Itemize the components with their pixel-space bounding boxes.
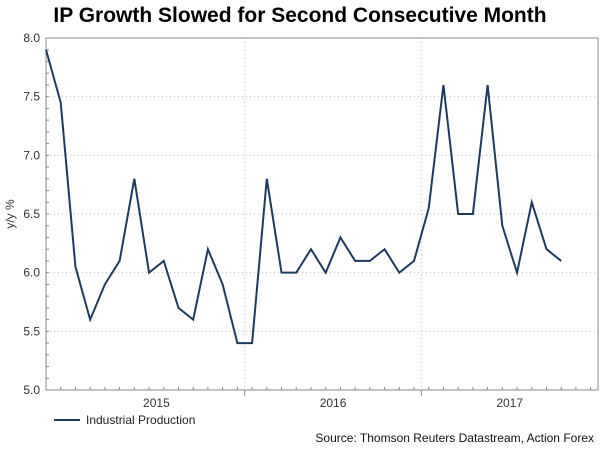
y-tick-label: 5.0 xyxy=(23,383,40,397)
grid-layer xyxy=(46,38,598,390)
y-axis-title: y/y % xyxy=(3,199,17,229)
series-line xyxy=(45,49,562,345)
y-tick-label: 6.5 xyxy=(23,207,40,221)
y-tick-label: 6.0 xyxy=(23,266,40,280)
y-tick-label: 7.5 xyxy=(23,90,40,104)
legend-label: Industrial Production xyxy=(86,413,195,427)
x-tick-label: 2017 xyxy=(496,396,523,410)
y-tick-label: 7.0 xyxy=(23,148,40,162)
x-tick-label: 2015 xyxy=(143,396,170,410)
y-tick-label: 5.5 xyxy=(23,324,40,338)
y-axis-ticks: 5.0 5.5 6.0 6.5 7.0 7.5 8.0 xyxy=(23,31,49,397)
chart-title: IP Growth Slowed for Second Consecutive … xyxy=(53,4,547,27)
y-tick-label: 8.0 xyxy=(23,31,40,45)
source-note: Source: Thomson Reuters Datastream, Acti… xyxy=(315,431,594,445)
series-layer xyxy=(45,49,562,345)
x-axis-ticks: 2015 2016 2017 xyxy=(45,387,592,410)
x-tick-label: 2016 xyxy=(320,396,347,410)
